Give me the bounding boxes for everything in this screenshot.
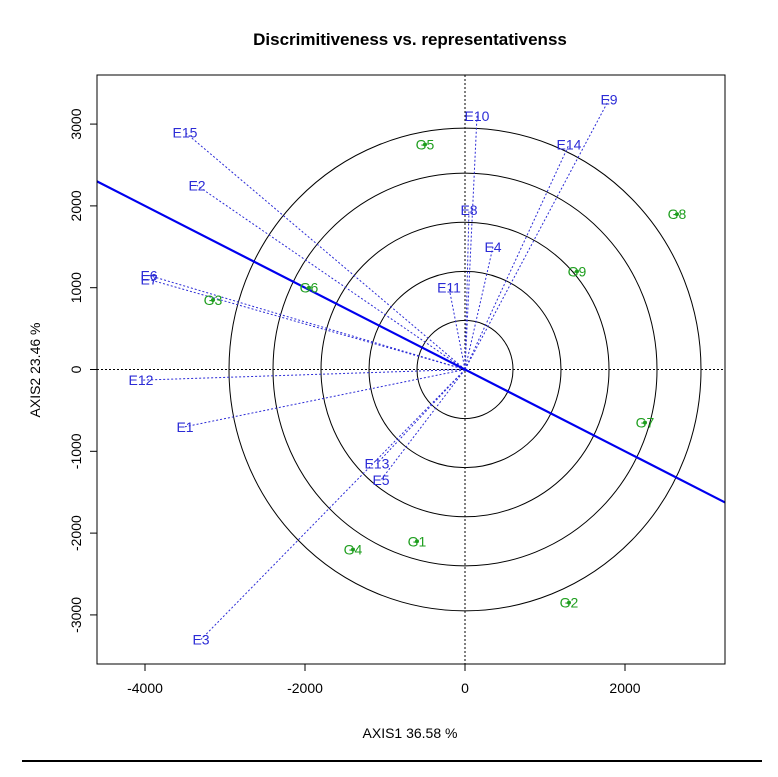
y-tick-label--3000: -3000 <box>68 597 84 633</box>
concentric-circle-5 <box>228 127 702 612</box>
chart-title: Discrimitiveness vs. representativenss <box>253 30 567 49</box>
x-tick-label-0: 0 <box>461 680 469 696</box>
average-environment-axis-line <box>97 180 725 504</box>
genotype-point-g2 <box>567 600 571 605</box>
y-tick-label-3000: 3000 <box>68 108 84 139</box>
env-vector-e7 <box>148 279 466 370</box>
genotype-point-g5 <box>423 142 427 147</box>
env-vector-e14 <box>464 144 570 370</box>
env-vector-e4 <box>464 246 494 370</box>
y-tick-label-1000: 1000 <box>68 272 84 303</box>
env-vector-e15 <box>184 131 466 370</box>
env-label-e10: E10 <box>465 108 490 124</box>
env-vector-e9 <box>464 99 610 370</box>
genotype-point-g8 <box>675 212 679 217</box>
env-label-e9: E9 <box>600 92 617 108</box>
y-tick-label-0: 0 <box>68 365 84 373</box>
env-vector-e8 <box>464 209 470 370</box>
env-label-e6: E6 <box>140 267 157 283</box>
genotype-point-g3 <box>211 297 215 302</box>
genotype-point-g4 <box>351 547 355 552</box>
env-label-e7: E7 <box>140 272 157 288</box>
x-tick-label--2000: -2000 <box>287 680 323 696</box>
concentric-circle-3 <box>320 221 610 518</box>
genotype-label-g1: G1 <box>408 533 427 549</box>
env-label-e8: E8 <box>460 202 477 218</box>
y-tick-label-2000: 2000 <box>68 190 84 221</box>
genotype-label-g3: G3 <box>204 292 223 308</box>
genotype-label-g5: G5 <box>416 137 435 153</box>
genotype-label-g4: G4 <box>344 541 363 557</box>
genotype-label-g8: G8 <box>668 206 687 222</box>
x-tick-label--4000: -4000 <box>127 680 163 696</box>
env-label-e14: E14 <box>557 137 582 153</box>
env-vector-e10 <box>464 115 478 370</box>
concentric-circle-4 <box>272 172 658 567</box>
genotype-point-g9 <box>575 269 579 274</box>
concentric-circle-1 <box>416 319 514 420</box>
genotype-label-g7: G7 <box>636 415 655 431</box>
env-label-e4: E4 <box>484 239 501 255</box>
bottom-divider <box>22 760 762 762</box>
env-vector-e11 <box>448 287 466 370</box>
env-vector-e2 <box>196 185 466 370</box>
env-vector-e1 <box>184 369 466 428</box>
genotype-label-g6: G6 <box>300 280 319 296</box>
env-label-e3: E3 <box>192 631 209 647</box>
x-axis-label: AXIS1 36.58 % <box>363 725 458 741</box>
genotype-label-g2: G2 <box>560 595 579 611</box>
env-label-e15: E15 <box>173 124 198 140</box>
env-label-e13: E13 <box>365 456 390 472</box>
env-label-e1: E1 <box>176 419 193 435</box>
env-vector-e3 <box>200 369 466 640</box>
env-vector-e5 <box>380 369 466 481</box>
y-tick-label--2000: -2000 <box>68 515 84 551</box>
y-axis-label: AXIS2 23.46 % <box>27 323 43 418</box>
env-vector-e6 <box>148 274 466 370</box>
env-vector-e12 <box>140 369 466 381</box>
concentric-circle-2 <box>368 270 562 469</box>
genotype-label-g9: G9 <box>568 263 587 279</box>
genotype-point-g6 <box>307 285 311 290</box>
y-tick-label--1000: -1000 <box>68 433 84 469</box>
x-tick-label-2000: 2000 <box>609 680 640 696</box>
env-label-e2: E2 <box>188 177 205 193</box>
env-label-e5: E5 <box>372 472 389 488</box>
env-vector-e13 <box>376 369 466 464</box>
env-label-e11: E11 <box>437 280 461 296</box>
plot-clipped-group <box>97 75 725 664</box>
genotype-point-g7 <box>643 420 647 425</box>
env-label-e12: E12 <box>129 372 154 388</box>
genotype-point-g1 <box>415 539 419 544</box>
